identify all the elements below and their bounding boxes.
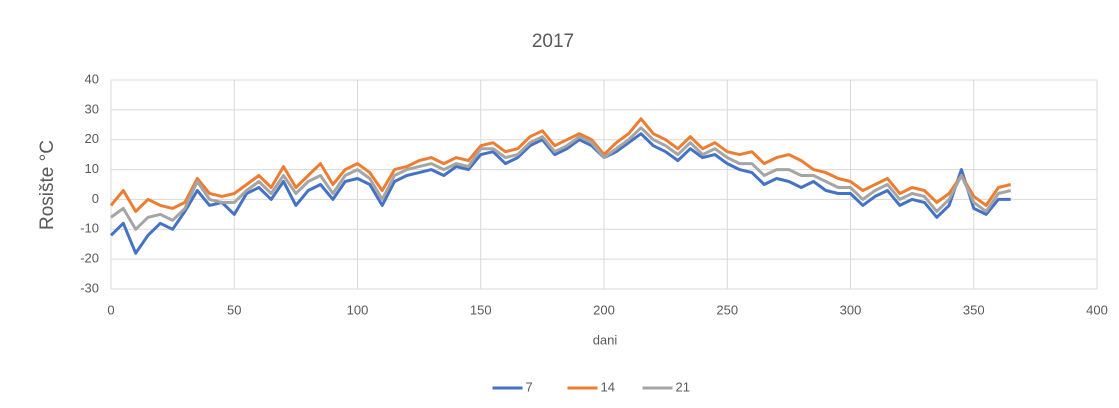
x-tick-label: 0 bbox=[107, 302, 114, 317]
series-line bbox=[110, 126, 1012, 231]
x-tick-label: 300 bbox=[840, 302, 862, 317]
chart-title: 2017 bbox=[532, 31, 574, 52]
legend-label: 21 bbox=[676, 379, 690, 394]
series-line bbox=[109, 132, 1011, 255]
y-tick-label: -10 bbox=[80, 221, 99, 236]
x-tick-label: 250 bbox=[716, 302, 738, 317]
x-tick-label: 150 bbox=[470, 302, 492, 317]
y-tick-label: -30 bbox=[80, 280, 99, 295]
x-tick-label: 200 bbox=[593, 302, 615, 317]
series-line bbox=[109, 117, 1012, 213]
y-axis-label: Rosište °C bbox=[37, 140, 58, 230]
y-tick-label: 10 bbox=[85, 161, 99, 176]
y-tick-label: 20 bbox=[85, 131, 99, 146]
y-tick-label: 30 bbox=[85, 101, 99, 116]
x-tick-label: 350 bbox=[963, 302, 985, 317]
x-tick-label: 100 bbox=[347, 302, 369, 317]
legend-label: 7 bbox=[526, 379, 533, 394]
y-tick-label: 0 bbox=[92, 191, 99, 206]
x-tick-label: 400 bbox=[1086, 302, 1108, 317]
y-tick-label: -20 bbox=[80, 251, 99, 266]
x-tick-label: 50 bbox=[227, 302, 241, 317]
x-axis-label: dani bbox=[593, 332, 618, 347]
y-tick-label: 40 bbox=[85, 71, 99, 86]
legend-label: 14 bbox=[601, 379, 615, 394]
